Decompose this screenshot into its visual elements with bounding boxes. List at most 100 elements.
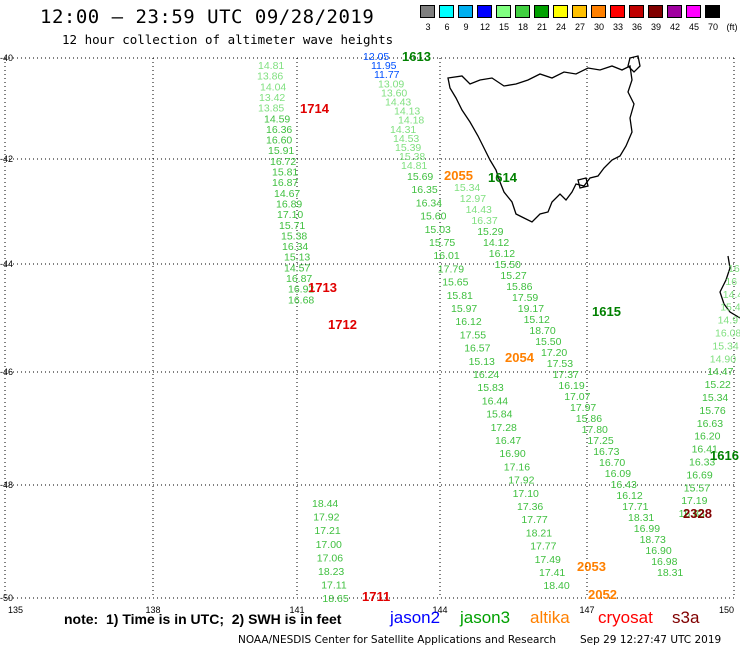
wave-height-value: 16.83 bbox=[679, 508, 705, 520]
generation-timestamp: Sep 29 12:27:47 UTC 2019 bbox=[580, 634, 722, 646]
wave-height-value: 17.80 bbox=[582, 424, 608, 436]
track-id-label: 1712 bbox=[328, 317, 357, 332]
wave-height-value: 16.73 bbox=[593, 446, 619, 458]
track-id-label: 2054 bbox=[505, 350, 535, 365]
wave-height-value: 15.13 bbox=[284, 252, 310, 264]
latitude-label: -40 bbox=[0, 53, 13, 63]
legend-label: 39 bbox=[650, 22, 661, 32]
wave-height-value: 16.68 bbox=[288, 294, 314, 306]
wave-height-value: 13.85 bbox=[258, 103, 284, 115]
wave-height-value: 16.08 bbox=[715, 328, 740, 340]
wave-height-value: 15.13 bbox=[469, 356, 495, 368]
wave-height-value: 17.77 bbox=[521, 514, 547, 526]
wave-height-value: 15.86 bbox=[506, 281, 532, 293]
legend-label: 21 bbox=[536, 22, 547, 32]
longitude-label: 150 bbox=[719, 605, 734, 615]
wave-height-value: 16.36 bbox=[266, 124, 292, 136]
wave-height-value: 14.67 bbox=[274, 188, 300, 200]
wave-height-value: 16 bbox=[725, 276, 737, 288]
wave-height-value: 17.71 bbox=[622, 501, 648, 513]
wave-height-value: 14.12 bbox=[483, 237, 509, 249]
longitude-label: 138 bbox=[145, 605, 160, 615]
wave-height-value: 16.41 bbox=[692, 444, 718, 456]
wave-height-value: 16.63 bbox=[697, 418, 723, 430]
wave-height-value: 15.69 bbox=[407, 171, 433, 183]
wave-height-value: 15.75 bbox=[429, 237, 455, 249]
wave-height-value: 16.12 bbox=[455, 316, 481, 328]
wave-height-value: 15.84 bbox=[486, 409, 512, 421]
wave-height-value: 15.65 bbox=[442, 277, 468, 289]
legend-swatch bbox=[534, 5, 549, 18]
wave-height-value: 14.13 bbox=[394, 106, 420, 118]
legend-label: 24 bbox=[555, 22, 566, 32]
legend-label: 3 bbox=[425, 22, 431, 32]
wave-height-value: 16.12 bbox=[489, 248, 515, 260]
wave-height-value: 17.92 bbox=[313, 512, 339, 524]
track-id-label: 1711 bbox=[362, 589, 390, 604]
wave-height-value: 18.44 bbox=[312, 498, 338, 510]
wave-height-value: 15.22 bbox=[705, 379, 731, 391]
legend-swatch bbox=[515, 5, 530, 18]
wave-height-value: 14.90 bbox=[710, 353, 736, 365]
wave-height-value: 13.09 bbox=[378, 78, 404, 90]
wave-height-value: 15.50 bbox=[535, 336, 561, 348]
track-id-label: 1616 bbox=[710, 448, 739, 463]
wave-height-value: 17.41 bbox=[539, 567, 565, 579]
wave-height-value: 14.4 bbox=[723, 289, 740, 301]
legend-label: 36 bbox=[631, 22, 642, 32]
wave-height-value: 16.98 bbox=[651, 556, 677, 568]
legend-label: 30 bbox=[593, 22, 604, 32]
mainland-coastline bbox=[719, 255, 740, 319]
legend-swatch bbox=[648, 5, 663, 18]
wave-height-value: 16.35 bbox=[411, 184, 437, 196]
wave-height-value: 14.57 bbox=[284, 262, 310, 274]
wave-height-value: 15.60 bbox=[420, 211, 446, 223]
legend-cryosat: cryosat bbox=[598, 608, 653, 627]
track-id-label: 2055 bbox=[444, 168, 473, 183]
wave-height-value: 16.72 bbox=[270, 156, 296, 168]
wave-height-value: 17.00 bbox=[316, 539, 342, 551]
track-id-label: 1615 bbox=[592, 304, 621, 319]
wave-height-value: 14.53 bbox=[393, 133, 419, 145]
track-id-label: 1714 bbox=[300, 101, 330, 116]
legend-label: 33 bbox=[612, 22, 623, 32]
wave-height-value: 17.10 bbox=[513, 488, 539, 500]
track-id-label: 2052 bbox=[588, 587, 617, 602]
wave-height-value: 17.77 bbox=[530, 541, 556, 553]
legend-swatch bbox=[629, 5, 644, 18]
wave-height-value: 16.44 bbox=[482, 395, 508, 407]
legend-label: 42 bbox=[669, 22, 680, 32]
wave-height-value: 17.79 bbox=[438, 263, 464, 275]
wave-height-value: 15.91 bbox=[268, 145, 294, 157]
wave-height-value: 15.76 bbox=[699, 405, 725, 417]
wave-height-value: 14.43 bbox=[385, 97, 411, 109]
wave-height-value: 16.01 bbox=[433, 250, 459, 262]
wave-height-value: 16.24 bbox=[473, 369, 499, 381]
latitude-label: -44 bbox=[0, 259, 13, 269]
wave-height-value: 13.60 bbox=[381, 87, 407, 99]
wave-height-value: 15.38 bbox=[399, 151, 425, 163]
wave-height-value: 17.36 bbox=[517, 501, 543, 513]
wave-height-value: 15.34 bbox=[712, 340, 738, 352]
page-title: 12:00 – 23:59 UTC 09/28/2019 bbox=[40, 6, 375, 28]
longitude-label: 141 bbox=[289, 605, 304, 615]
wave-height-value: 16.69 bbox=[686, 469, 712, 481]
wave-height-value: 17.92 bbox=[508, 475, 534, 487]
legend-swatch bbox=[439, 5, 454, 18]
wave-height-value: 15.50 bbox=[495, 259, 521, 271]
wave-height-value: 18.70 bbox=[529, 325, 555, 337]
latitude-label: -42 bbox=[0, 154, 13, 164]
wave-height-value: 16.99 bbox=[634, 523, 660, 535]
wave-height-value: 17.55 bbox=[460, 329, 486, 341]
wave-height-value: 17.37 bbox=[553, 369, 579, 381]
page-subtitle: 12 hour collection of altimeter wave hei… bbox=[62, 32, 394, 47]
wave-height-value: 17.16 bbox=[504, 461, 530, 473]
wave-height-value: 18.23 bbox=[318, 566, 344, 578]
wave-height-value: 17.10 bbox=[277, 209, 303, 221]
wave-height-value: 18.21 bbox=[526, 527, 552, 539]
wave-height-value: 15.97 bbox=[451, 303, 477, 315]
wave-height-value: 17.21 bbox=[314, 525, 340, 537]
wave-height-labels: 14.8113.8614.0413.4213.8514.5916.3616.60… bbox=[257, 49, 740, 605]
latitude-label: -48 bbox=[0, 480, 13, 490]
